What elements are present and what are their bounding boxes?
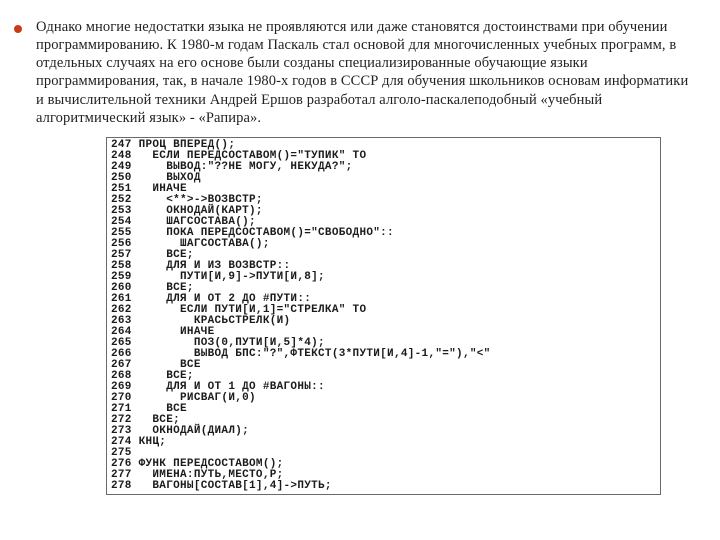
code-line: 273 ОКНОДАЙ(ДИАЛ); bbox=[111, 426, 654, 437]
code-listing: 247 ПРОЦ ВПЕРЕД();248 ЕСЛИ ПЕРЕДСОСТАВОМ… bbox=[107, 138, 660, 494]
slide: Однако многие недостатки языка не проявл… bbox=[0, 0, 720, 540]
code-frame: 247 ПРОЦ ВПЕРЕД();248 ЕСЛИ ПЕРЕДСОСТАВОМ… bbox=[106, 137, 661, 495]
paragraph-text: Однако многие недостатки языка не проявл… bbox=[36, 18, 698, 127]
bullet-icon bbox=[14, 25, 22, 33]
code-line: 278 ВАГОНЫ[СОСТАВ[1],4]->ПУТЬ; bbox=[111, 481, 654, 492]
code-line: 274 КНЦ; bbox=[111, 437, 654, 448]
code-line: 270 РИСВАГ(И,0) bbox=[111, 393, 654, 404]
code-line: 271 ВСЕ bbox=[111, 404, 654, 415]
code-line: 250 ВЫХОД bbox=[111, 173, 654, 184]
